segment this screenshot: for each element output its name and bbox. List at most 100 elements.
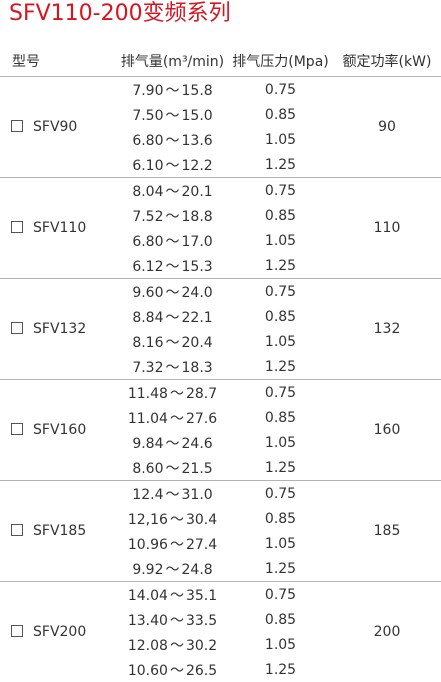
flow-cell: 8.60～21.5 bbox=[117, 455, 228, 481]
flow-max: 35.1 bbox=[186, 588, 217, 604]
flow-cell: 8.84～22.1 bbox=[117, 304, 228, 329]
pressure-cell: 0.75 bbox=[228, 77, 333, 103]
range-separator: ～ bbox=[166, 184, 180, 200]
pressure-cell: 0.75 bbox=[228, 380, 333, 406]
pressure-cell: 1.05 bbox=[228, 329, 333, 354]
flow-cell: 11.04～27.6 bbox=[117, 405, 228, 430]
flow-min: 11.04 bbox=[128, 411, 168, 427]
flow-cell: 6.12～15.3 bbox=[117, 253, 228, 279]
range-separator: ～ bbox=[166, 234, 180, 250]
flow-max: 28.7 bbox=[186, 386, 217, 402]
model-checkbox[interactable] bbox=[11, 524, 23, 536]
model-cell[interactable]: SFV132 bbox=[0, 279, 117, 380]
flow-cell: 10.96～27.4 bbox=[117, 531, 228, 556]
model-label: SFV160 bbox=[33, 422, 86, 438]
flow-cell: 9.92～24.8 bbox=[117, 556, 228, 582]
flow-cell: 9.84～24.6 bbox=[117, 430, 228, 455]
flow-max: 20.4 bbox=[182, 335, 213, 351]
range-separator: ～ bbox=[170, 588, 184, 604]
flow-min: 6.12 bbox=[132, 259, 163, 275]
pressure-cell: 0.85 bbox=[228, 405, 333, 430]
flow-max: 30.4 bbox=[186, 512, 217, 528]
flow-min: 12.4 bbox=[132, 487, 163, 503]
flow-cell: 11.48～28.7 bbox=[117, 380, 228, 406]
pressure-cell: 1.05 bbox=[228, 632, 333, 657]
flow-cell: 12,16～30.4 bbox=[117, 506, 228, 531]
pressure-cell: 1.25 bbox=[228, 556, 333, 582]
model-cell[interactable]: SFV185 bbox=[0, 481, 117, 582]
flow-max: 22.1 bbox=[182, 310, 213, 326]
flow-cell: 12.4～31.0 bbox=[117, 481, 228, 507]
flow-max: 20.1 bbox=[182, 184, 213, 200]
pressure-cell: 0.85 bbox=[228, 203, 333, 228]
flow-cell: 13.40～33.5 bbox=[117, 607, 228, 632]
flow-min: 7.90 bbox=[132, 83, 163, 99]
flow-min: 9.92 bbox=[132, 562, 163, 578]
range-separator: ～ bbox=[166, 158, 180, 174]
model-checkbox[interactable] bbox=[11, 625, 23, 637]
flow-min: 12.08 bbox=[128, 638, 168, 654]
model-label: SFV185 bbox=[33, 523, 86, 539]
flow-min: 8.16 bbox=[132, 335, 163, 351]
flow-min: 6.10 bbox=[132, 158, 163, 174]
pressure-cell: 1.25 bbox=[228, 657, 333, 682]
pressure-cell: 0.75 bbox=[228, 481, 333, 507]
range-separator: ～ bbox=[170, 613, 184, 629]
range-separator: ～ bbox=[170, 537, 184, 553]
range-separator: ～ bbox=[166, 108, 180, 124]
flow-max: 15.8 bbox=[182, 83, 213, 99]
header-flow: 排气量(m³/min) bbox=[117, 46, 228, 77]
model-label: SFV90 bbox=[33, 119, 77, 135]
flow-cell: 10.60～26.5 bbox=[117, 657, 228, 682]
model-cell[interactable]: SFV110 bbox=[0, 178, 117, 279]
flow-max: 26.5 bbox=[186, 663, 217, 679]
flow-max: 24.6 bbox=[182, 436, 213, 452]
flow-max: 24.0 bbox=[182, 285, 213, 301]
power-cell: 160 bbox=[333, 380, 441, 481]
range-separator: ～ bbox=[166, 83, 180, 99]
flow-min: 11.48 bbox=[128, 386, 168, 402]
flow-min: 14.04 bbox=[128, 588, 168, 604]
range-separator: ～ bbox=[166, 461, 180, 477]
pressure-cell: 1.05 bbox=[228, 127, 333, 152]
flow-min: 9.84 bbox=[132, 436, 163, 452]
table-header: 型号 排气量(m³/min) 排气压力(Mpa) 额定功率(kW) bbox=[0, 46, 441, 77]
pressure-cell: 1.25 bbox=[228, 253, 333, 279]
range-separator: ～ bbox=[166, 335, 180, 351]
model-cell[interactable]: SFV90 bbox=[0, 77, 117, 178]
model-checkbox[interactable] bbox=[11, 221, 23, 233]
header-row: 型号 排气量(m³/min) 排气压力(Mpa) 额定功率(kW) bbox=[0, 46, 441, 77]
range-separator: ～ bbox=[170, 386, 184, 402]
model-cell[interactable]: SFV200 bbox=[0, 582, 117, 682]
model-cell[interactable]: SFV160 bbox=[0, 380, 117, 481]
pressure-cell: 0.85 bbox=[228, 304, 333, 329]
model-checkbox[interactable] bbox=[11, 322, 23, 334]
flow-max: 17.0 bbox=[182, 234, 213, 250]
pressure-cell: 0.85 bbox=[228, 607, 333, 632]
spec-table: 型号 排气量(m³/min) 排气压力(Mpa) 额定功率(kW) SFV90 7… bbox=[0, 46, 441, 682]
range-separator: ～ bbox=[166, 487, 180, 503]
pressure-cell: 1.05 bbox=[228, 228, 333, 253]
model-label: SFV110 bbox=[33, 220, 86, 236]
flow-cell: 7.90～15.8 bbox=[117, 77, 228, 103]
range-separator: ～ bbox=[170, 411, 184, 427]
flow-min: 7.52 bbox=[132, 209, 163, 225]
flow-cell: 7.32～18.3 bbox=[117, 354, 228, 380]
pressure-cell: 1.25 bbox=[228, 354, 333, 380]
pressure-cell: 1.05 bbox=[228, 430, 333, 455]
flow-min: 8.60 bbox=[132, 461, 163, 477]
pressure-cell: 1.05 bbox=[228, 531, 333, 556]
flow-cell: 6.80～13.6 bbox=[117, 127, 228, 152]
flow-max: 18.3 bbox=[182, 360, 213, 376]
model-checkbox[interactable] bbox=[11, 423, 23, 435]
model-checkbox[interactable] bbox=[11, 120, 23, 132]
flow-min: 13.40 bbox=[128, 613, 168, 629]
range-separator: ～ bbox=[166, 562, 180, 578]
flow-min: 9.60 bbox=[132, 285, 163, 301]
range-separator: ～ bbox=[166, 259, 180, 275]
